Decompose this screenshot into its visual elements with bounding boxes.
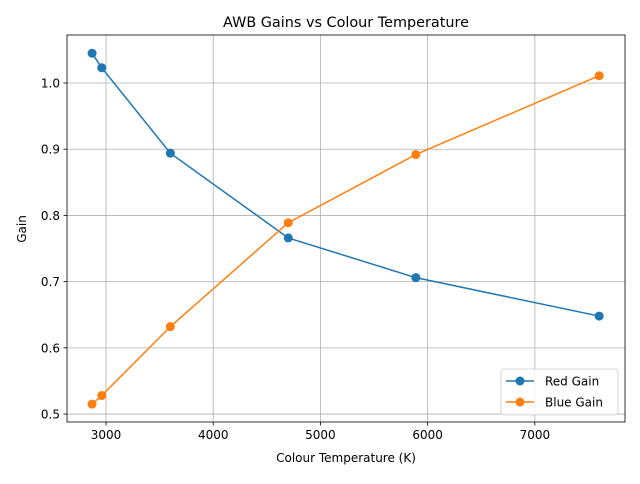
x-tick-label: 3000 xyxy=(91,428,122,442)
axes-frame xyxy=(66,34,626,423)
data-point-blue-gain xyxy=(283,218,293,228)
legend: Red Gain Blue Gain xyxy=(500,368,619,416)
y-tick-label: 0.9 xyxy=(41,143,60,157)
data-point-red-gain xyxy=(165,148,175,158)
x-tick-label: 6000 xyxy=(412,428,443,442)
y-tick-label: 0.7 xyxy=(41,275,60,289)
data-point-blue-gain xyxy=(87,399,97,409)
chart-title: AWB Gains vs Colour Temperature xyxy=(223,15,469,31)
data-point-blue-gain xyxy=(594,71,604,81)
series-layer xyxy=(87,48,604,409)
series-line-red-gain xyxy=(91,52,600,317)
data-point-red-gain xyxy=(594,311,604,321)
data-point-blue-gain xyxy=(165,322,175,332)
y-tick-label: 1.0 xyxy=(41,77,60,91)
x-tick-label: 7000 xyxy=(520,428,551,442)
grid xyxy=(67,35,625,422)
legend-marker xyxy=(515,376,525,386)
legend-label: Red Gain xyxy=(545,375,599,389)
x-tick-label: 5000 xyxy=(305,428,336,442)
data-point-red-gain xyxy=(87,48,97,58)
legend-marker xyxy=(515,397,525,407)
x-tick-label: 4000 xyxy=(198,428,229,442)
data-point-blue-gain xyxy=(97,391,107,401)
y-axis-label: Gain xyxy=(15,215,29,243)
y-tick-label: 0.6 xyxy=(41,341,60,355)
series-line-blue-gain xyxy=(91,75,600,405)
legend-label: Blue Gain xyxy=(545,396,603,410)
data-point-blue-gain xyxy=(411,150,421,160)
y-tick-label: 0.8 xyxy=(41,209,60,223)
data-point-red-gain xyxy=(283,233,293,243)
y-tick-label: 0.5 xyxy=(41,408,60,422)
data-point-red-gain xyxy=(97,63,107,73)
data-point-red-gain xyxy=(411,273,421,283)
ticks: 3000 4000 5000 6000 7000 0.5 0.6 0.7 0.8 0.9 1.0 xyxy=(41,77,550,442)
x-axis-label: Colour Temperature (K) xyxy=(276,451,416,465)
